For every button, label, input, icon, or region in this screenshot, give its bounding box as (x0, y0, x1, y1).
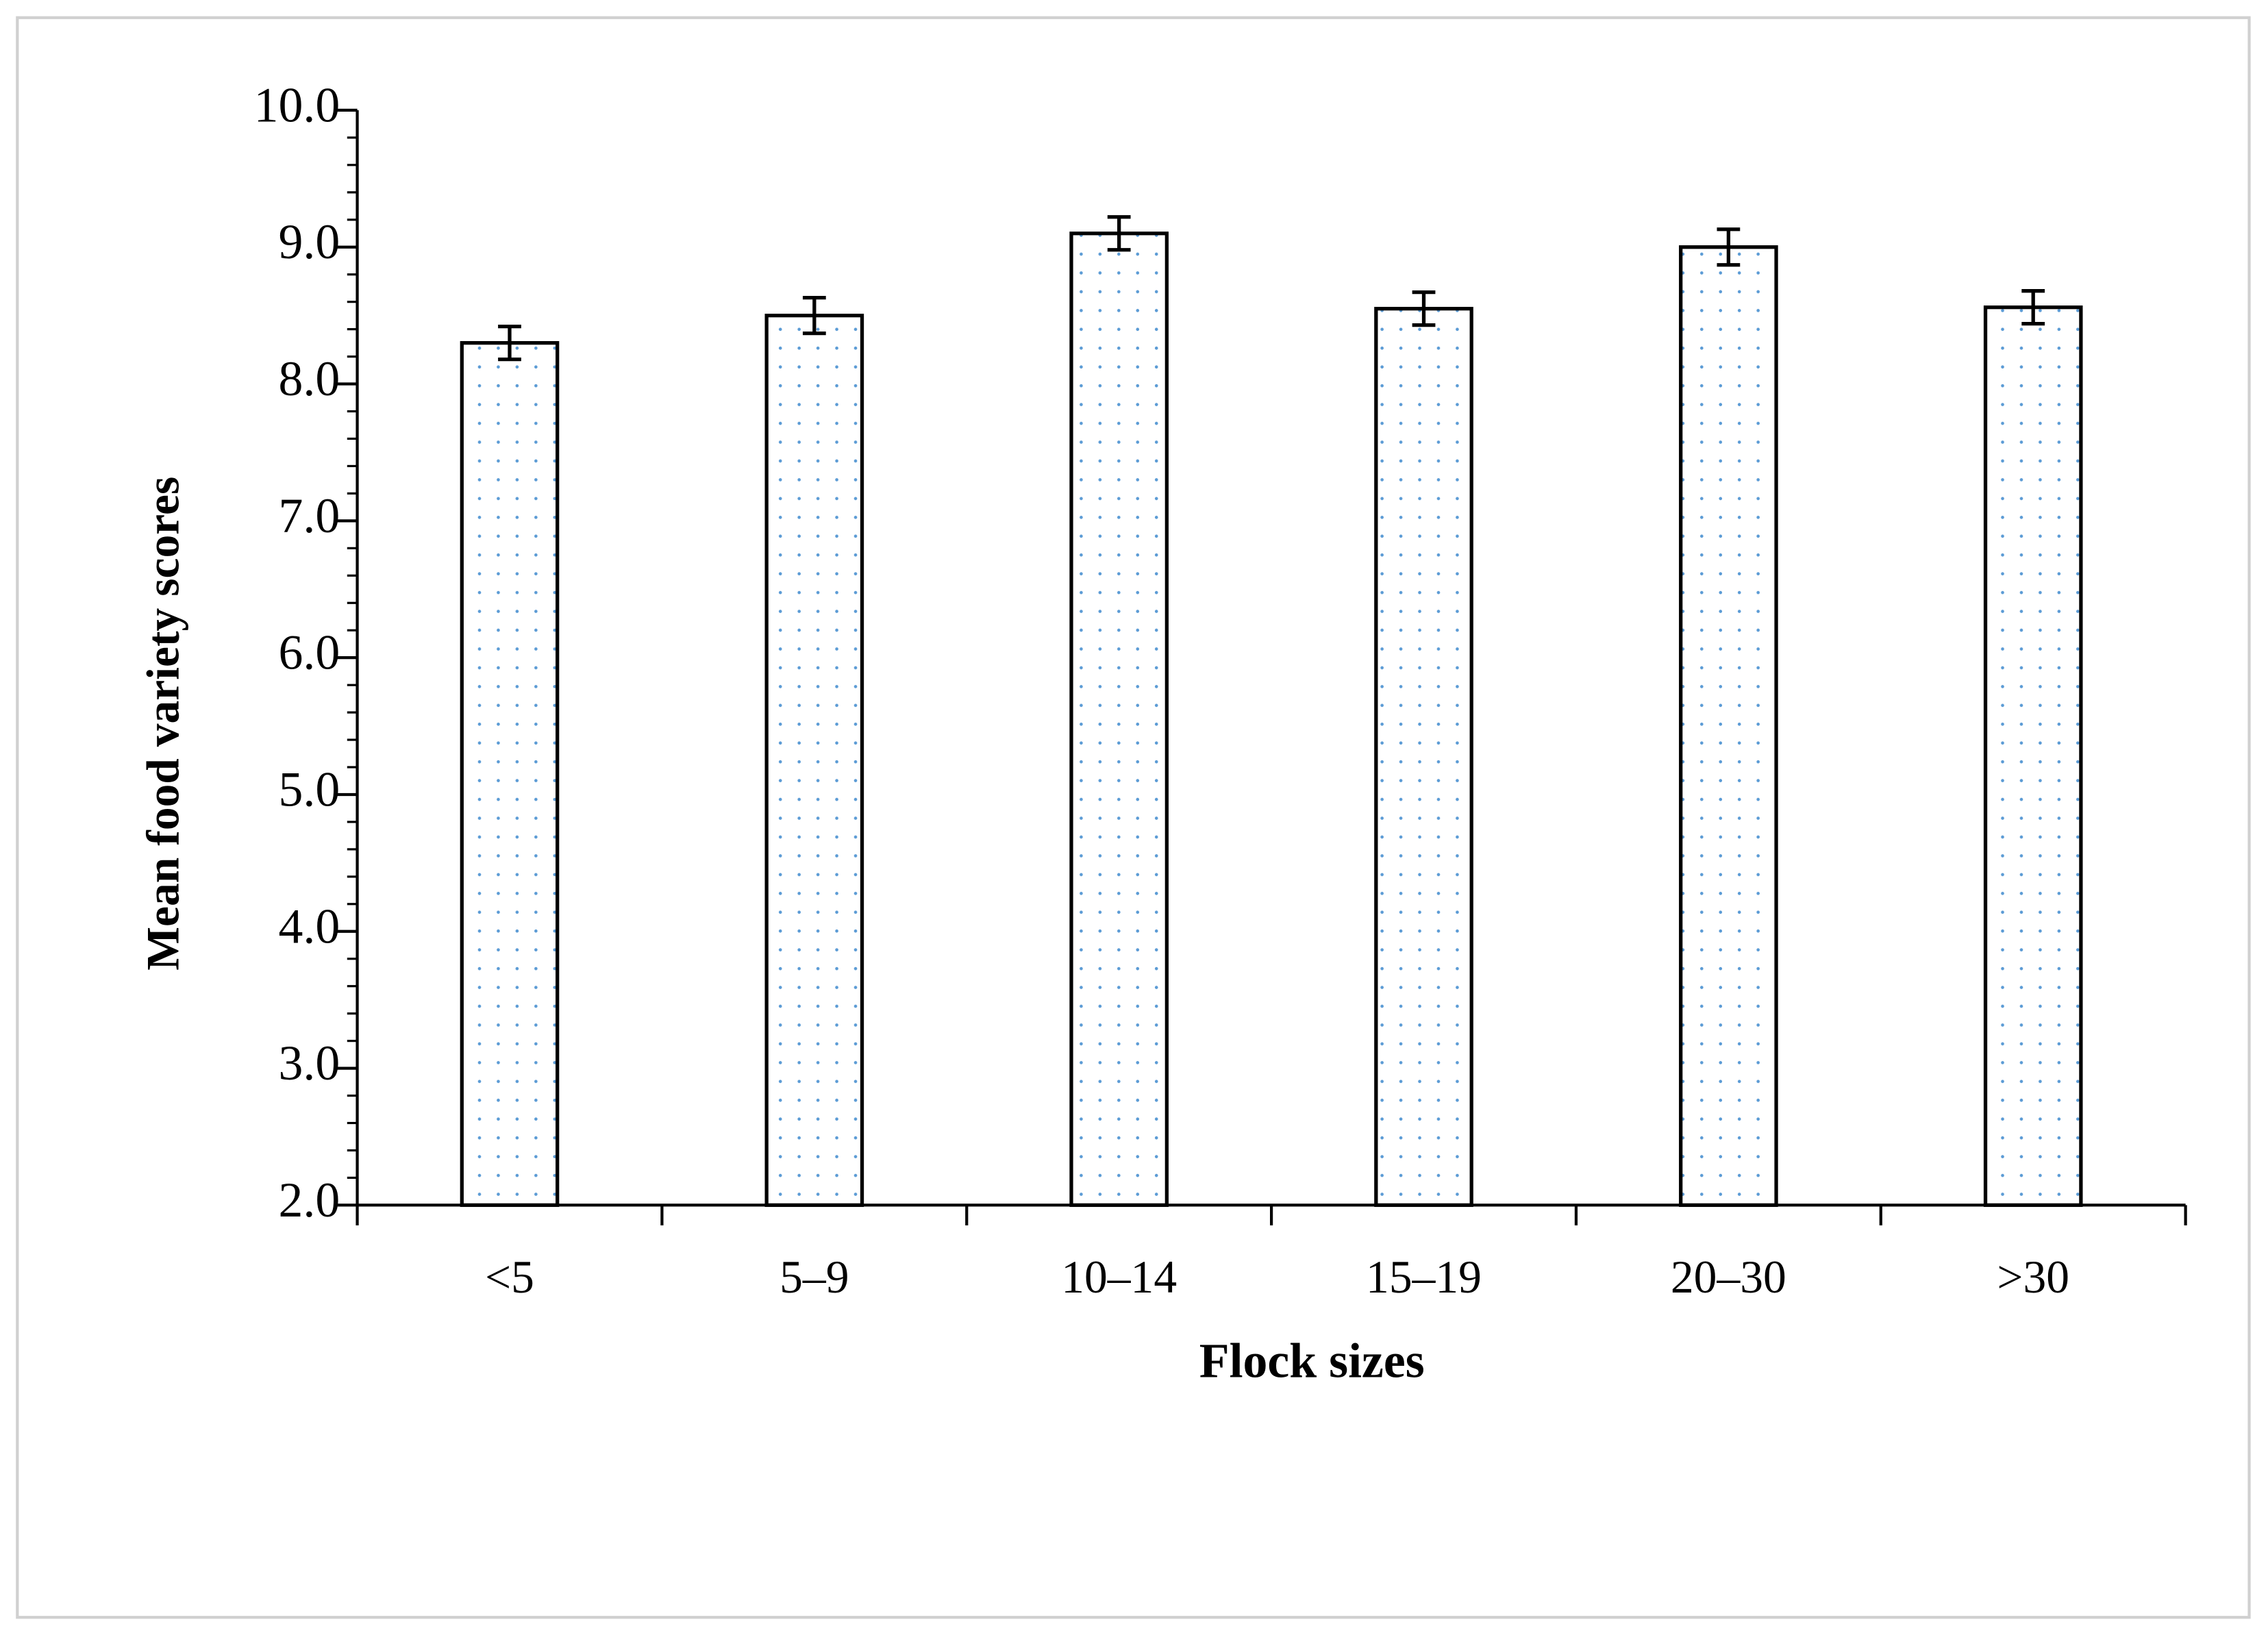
y-tick-label: 6.0 (278, 625, 340, 680)
error-bar (1412, 290, 1436, 327)
y-tick-label: 5.0 (278, 762, 340, 816)
y-tick-label: 2.0 (278, 1173, 340, 1227)
error-bar (1717, 227, 1741, 267)
x-axis-label: Flock sizes (1199, 1333, 1425, 1388)
x-tick-label: 5–9 (780, 1251, 849, 1303)
bar (1983, 305, 2083, 1208)
bar (1069, 232, 1169, 1208)
error-bar (2021, 289, 2045, 326)
y-tick-label: 10.0 (254, 77, 340, 132)
y-axis-label: Mean food variety scores (137, 477, 188, 971)
y-tick-label: 8.0 (278, 351, 340, 406)
error-bar (498, 324, 521, 362)
y-tick-label: 7.0 (278, 488, 340, 543)
x-tick-label: >30 (1997, 1251, 2069, 1303)
y-tick-label: 9.0 (278, 214, 340, 269)
y-tick-label: 4.0 (278, 899, 340, 953)
bar (460, 340, 560, 1208)
bar (1374, 307, 1473, 1208)
bar (1679, 245, 1778, 1208)
y-tick-label: 3.0 (278, 1036, 340, 1090)
x-tick-label: 20–30 (1671, 1251, 1786, 1303)
x-tick-label: 10–14 (1061, 1251, 1177, 1303)
bar (764, 314, 864, 1208)
error-bar (802, 296, 826, 336)
x-tick-label: 15–19 (1366, 1251, 1482, 1303)
x-tick-label: <5 (485, 1251, 534, 1303)
error-bar (1107, 215, 1131, 252)
